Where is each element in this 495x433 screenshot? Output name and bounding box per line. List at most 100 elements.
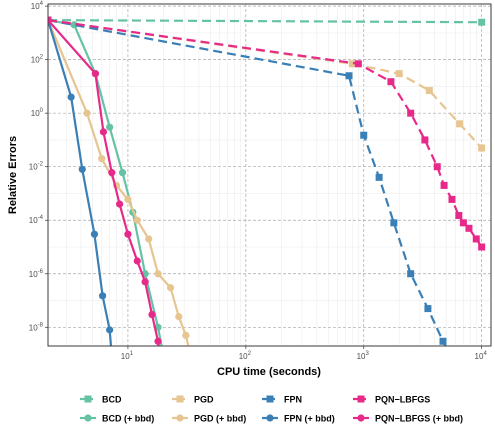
data-point — [193, 377, 200, 384]
legend-item: FPN — [262, 395, 302, 405]
data-point — [48, 16, 52, 24]
data-point — [165, 377, 172, 384]
data-point — [67, 93, 75, 101]
legend-key-marker — [176, 414, 184, 422]
data-point — [110, 377, 117, 384]
data-point — [175, 313, 183, 321]
data-point — [433, 163, 441, 171]
legend: BCD PGD FPN PQN−LBFGS BCD (+ bbd) PGD (+ bbd)… — [80, 395, 463, 424]
data-point — [387, 78, 395, 86]
legend-item: PQN−LBFGS — [353, 395, 430, 405]
data-point — [465, 224, 473, 232]
y-tick-label: 10-8 — [29, 322, 44, 332]
data-point — [472, 235, 480, 243]
data-point — [439, 337, 447, 345]
x-tick-label: 104 — [475, 351, 488, 361]
legend-key-marker — [84, 414, 92, 422]
data-point — [115, 200, 124, 208]
y-tick-label: 10-2 — [29, 162, 44, 172]
data-point — [478, 243, 486, 251]
data-point — [90, 230, 99, 238]
data-point — [424, 305, 432, 313]
data-point — [118, 169, 127, 177]
data-point — [106, 326, 114, 334]
data-point — [348, 60, 356, 68]
legend-label: FPN (+ bbd) — [284, 414, 335, 424]
data-point — [145, 235, 153, 243]
legend-label: PQN−LBFGS — [375, 395, 430, 405]
legend-key-marker — [266, 414, 274, 422]
legend-label: BCD — [102, 395, 122, 405]
data-point — [440, 181, 448, 189]
legend-key-marker — [84, 395, 92, 403]
data-point — [91, 70, 100, 78]
data-point — [182, 331, 190, 339]
data-point — [478, 144, 486, 152]
legend-key-marker — [357, 414, 365, 422]
x-axis-ticks: 101 102 103 104 — [121, 346, 488, 361]
legend-label: PGD (+ bbd) — [194, 414, 246, 424]
data-point — [106, 123, 114, 131]
x-tick-label: 101 — [121, 351, 134, 361]
series-layer — [48, 16, 486, 384]
data-point — [166, 284, 175, 292]
data-point — [375, 173, 383, 181]
data-point — [456, 120, 464, 128]
data-point — [345, 72, 353, 80]
data-point — [448, 195, 456, 203]
legend-label: PQN−LBFGS (+ bbd) — [375, 414, 463, 424]
series-pqn-lbfgs — [48, 16, 486, 251]
data-point — [160, 377, 167, 384]
data-point — [478, 18, 486, 26]
series-pgd-bbd — [48, 16, 200, 384]
y-axis-ticks: 10-8 10-6 10-4 10-2 100 102 104 — [29, 1, 48, 332]
data-point — [124, 195, 132, 204]
data-point — [141, 278, 149, 286]
data-point — [148, 310, 156, 319]
data-point — [124, 230, 132, 238]
legend-item: BCD — [80, 395, 122, 405]
series-line — [48, 19, 482, 24]
data-point — [78, 165, 86, 173]
data-point — [108, 169, 116, 177]
data-point — [354, 60, 362, 68]
plot-border — [47, 3, 492, 347]
data-point — [390, 219, 398, 227]
data-point — [133, 257, 141, 265]
legend-key-marker — [266, 395, 274, 403]
data-point — [154, 337, 162, 345]
y-tick-label: 10-6 — [29, 269, 44, 279]
legend-label: PGD — [194, 395, 214, 405]
data-point — [459, 219, 467, 227]
legend-item: BCD (+ bbd) — [80, 414, 154, 424]
data-point — [407, 270, 415, 278]
data-point — [98, 155, 106, 163]
data-point — [395, 70, 403, 78]
data-point — [407, 109, 415, 117]
legend-label: FPN — [284, 395, 302, 405]
legend-label: BCD (+ bbd) — [102, 414, 154, 424]
grid-lines — [48, 4, 491, 346]
legend-key-marker — [357, 395, 365, 403]
data-point — [154, 270, 162, 278]
series-fpn-bbd — [48, 16, 117, 384]
legend-item: PGD (+ bbd) — [172, 414, 246, 424]
legend-item: FPN (+ bbd) — [262, 414, 335, 424]
y-axis-title: Relative Errors — [7, 136, 19, 214]
x-tick-label: 102 — [239, 351, 252, 361]
data-point — [460, 377, 467, 384]
series-line — [48, 19, 447, 346]
data-point — [99, 128, 108, 136]
data-point — [83, 109, 91, 117]
data-point — [421, 136, 429, 144]
x-tick-label: 103 — [357, 351, 370, 361]
data-point — [455, 212, 463, 220]
x-axis-title: CPU time (seconds) — [217, 366, 321, 378]
data-point — [99, 292, 107, 300]
y-tick-label: 104 — [31, 1, 44, 11]
legend-item: PQN−LBFGS (+ bbd) — [353, 414, 463, 424]
series-pqn-lbfgs-bbd — [48, 16, 167, 384]
data-point — [360, 131, 368, 139]
data-point — [133, 216, 141, 224]
